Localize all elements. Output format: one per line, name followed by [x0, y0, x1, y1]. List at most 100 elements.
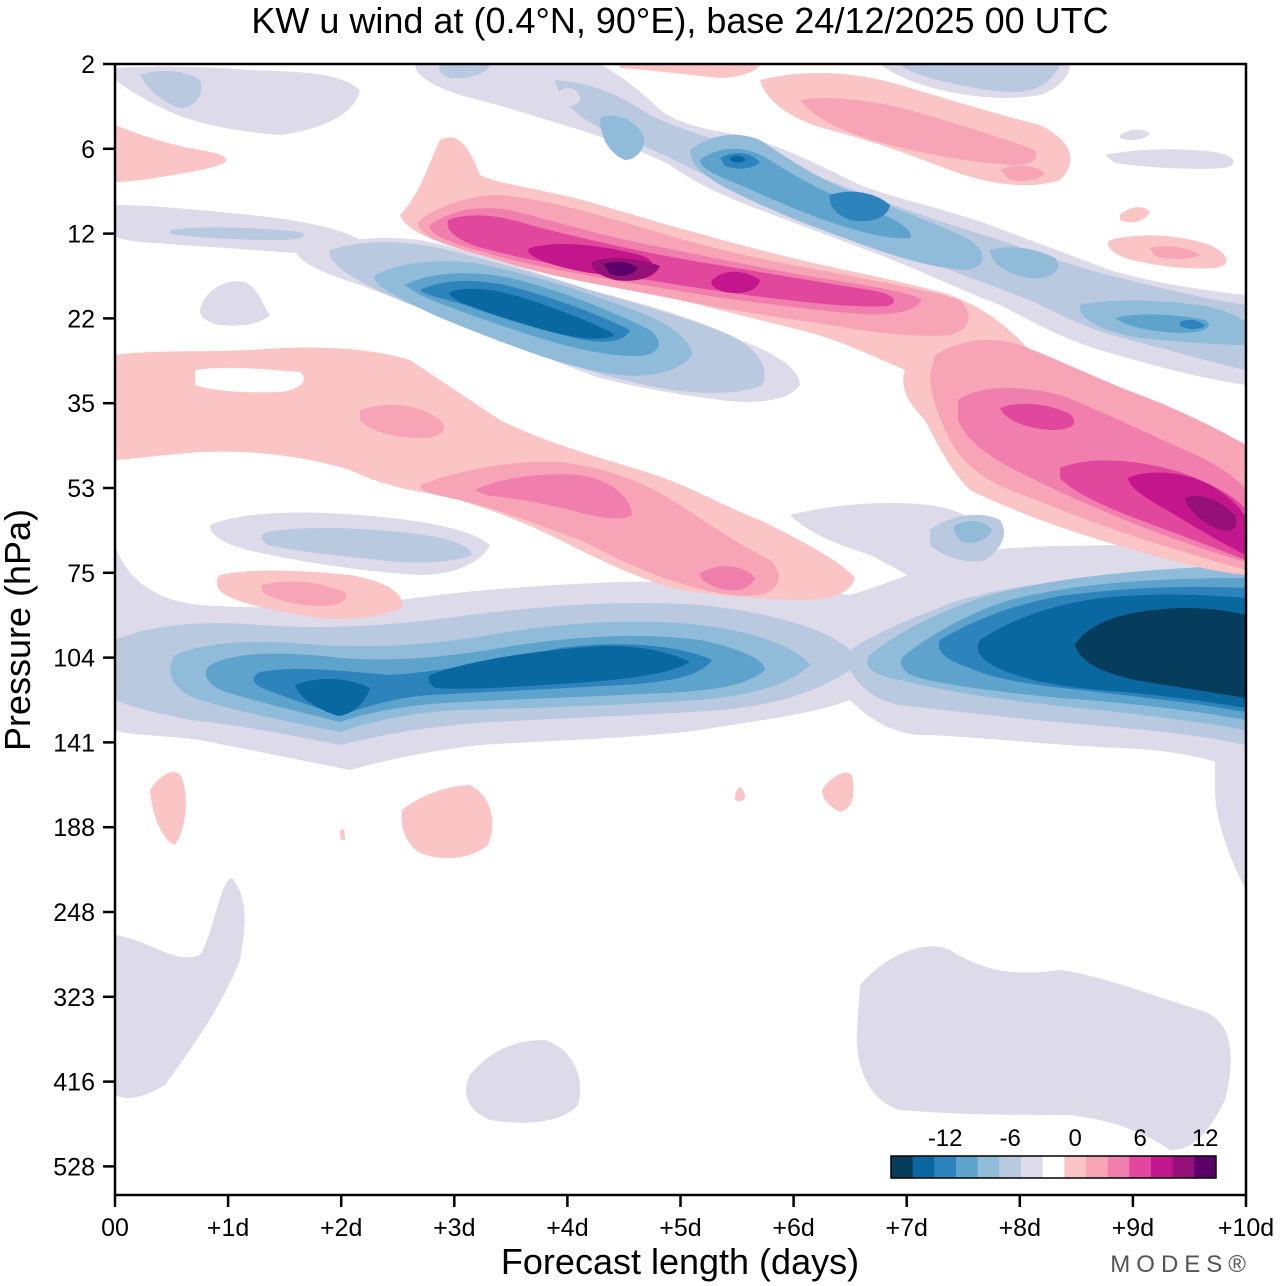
contour-region — [1215, 740, 1246, 890]
contour-fields — [115, 64, 1246, 1150]
contour-region — [1105, 149, 1234, 169]
contour-region — [800, 98, 1037, 166]
x-tick-label: +4d — [546, 1214, 588, 1242]
contour-region — [1000, 165, 1045, 181]
y-tick-label: 75 — [67, 560, 95, 588]
contour-region — [1128, 472, 1246, 555]
colorbar-swatch — [1151, 1156, 1174, 1178]
contour-region — [1180, 319, 1205, 329]
colorbar-swatch — [912, 1156, 935, 1178]
contour-region — [466, 1040, 581, 1123]
contour-region — [340, 828, 345, 840]
colorbar-swatch — [1194, 1156, 1217, 1178]
contour-region — [261, 528, 472, 563]
colorbar-tick-label: -12 — [928, 1125, 963, 1152]
contour-region — [360, 404, 444, 438]
colorbar-frame — [890, 1155, 1217, 1179]
contour-region — [439, 64, 490, 79]
contour-region — [1120, 129, 1150, 141]
contour-region — [475, 474, 632, 519]
contour-region — [1075, 608, 1246, 698]
contour-region — [900, 64, 1060, 92]
contour-region — [115, 125, 227, 182]
y-tick-label: 528 — [53, 1153, 95, 1181]
colorbar-swatch — [1021, 1156, 1044, 1178]
colorbar: -12 -6 0 6 12 — [890, 1125, 1219, 1179]
y-tick-label: 53 — [67, 475, 95, 503]
x-tick-label: 00 — [101, 1214, 129, 1242]
contour-region — [1000, 403, 1075, 430]
contour-region — [558, 88, 580, 106]
contour-region — [620, 64, 760, 78]
x-tick-label: +9d — [1112, 1214, 1154, 1242]
contour-region — [604, 261, 638, 276]
colorbar-swatch — [1107, 1156, 1130, 1178]
contour-region — [699, 566, 755, 591]
colorbar-swatch — [1064, 1156, 1087, 1178]
x-tick-label: +2d — [320, 1214, 362, 1242]
contour-region — [1185, 495, 1237, 531]
x-tick-label: +7d — [885, 1214, 927, 1242]
colorbar-tick-label: 6 — [1133, 1125, 1146, 1152]
x-tick-label: +3d — [433, 1214, 475, 1242]
x-tick-label: +6d — [772, 1214, 814, 1242]
contour-region — [711, 271, 760, 294]
contour-region — [600, 115, 645, 160]
colorbar-swatch — [934, 1156, 957, 1178]
colorbar-swatch — [1129, 1156, 1152, 1178]
y-tick-label: 22 — [67, 305, 95, 333]
contour-region — [295, 678, 370, 716]
x-tick-label: +1d — [207, 1214, 249, 1242]
colorbar-swatch — [1172, 1156, 1195, 1178]
colorbar-tick-label: 0 — [1068, 1125, 1081, 1152]
colorbar-swatch — [891, 1156, 914, 1178]
contour-region — [822, 772, 854, 812]
colorbar-tick-label: -6 — [999, 1125, 1020, 1152]
y-tick-label: 248 — [53, 899, 95, 927]
contour-region — [262, 581, 347, 606]
contour-region — [401, 785, 493, 859]
contour-region — [953, 520, 992, 543]
x-axis: 00 +1d +2d +3d +4d +5d +6d +7d +8d +9d +10d — [101, 1195, 1274, 1242]
contour-region — [140, 70, 202, 108]
x-tick-label: +5d — [659, 1214, 701, 1242]
y-axis: 2 6 12 22 35 53 75 104 141 188 248 323 416 528 — [53, 51, 115, 1181]
y-tick-label: 104 — [53, 645, 95, 673]
y-tick-label: 188 — [53, 814, 95, 842]
colorbar-swatch — [1042, 1156, 1065, 1178]
y-tick-label: 141 — [53, 729, 95, 757]
contour-region — [195, 367, 304, 393]
colorbar-swatch — [1086, 1156, 1109, 1178]
colorbar-tick-label: 12 — [1192, 1125, 1219, 1152]
y-tick-label: 12 — [67, 221, 95, 249]
contour-region — [449, 288, 615, 339]
colorbar-swatch — [977, 1156, 1000, 1178]
contour-region — [150, 771, 186, 845]
contour-region — [447, 215, 895, 307]
contour-region — [1115, 314, 1209, 333]
contour-region — [735, 787, 746, 802]
contour-region — [1120, 207, 1150, 223]
x-tick-label: +8d — [999, 1214, 1041, 1242]
y-tick-label: 35 — [67, 390, 95, 418]
contour-region — [1150, 246, 1200, 259]
x-tick-label: +10d — [1218, 1214, 1274, 1242]
y-tick-label: 6 — [81, 136, 95, 164]
plot-area — [113, 62, 1248, 1197]
colorbar-swatch — [999, 1156, 1022, 1178]
y-tick-label: 416 — [53, 1069, 95, 1097]
y-axis-title: Pressure (hPa) — [0, 509, 38, 751]
contour-region — [428, 645, 690, 689]
colorbar-swatch — [956, 1156, 979, 1178]
contour-region — [990, 247, 1059, 279]
contour-region — [730, 155, 746, 163]
contour-region — [170, 227, 304, 240]
chart-title: KW u wind at (0.4°N, 90°E), base 24/12/2… — [251, 0, 1108, 41]
contour-region — [829, 191, 890, 222]
y-tick-label: 2 — [81, 51, 95, 79]
x-axis-title: Forecast length (days) — [501, 1241, 859, 1282]
y-tick-label: 323 — [53, 984, 95, 1012]
contour-region — [115, 878, 245, 1098]
contour-region — [200, 281, 270, 326]
